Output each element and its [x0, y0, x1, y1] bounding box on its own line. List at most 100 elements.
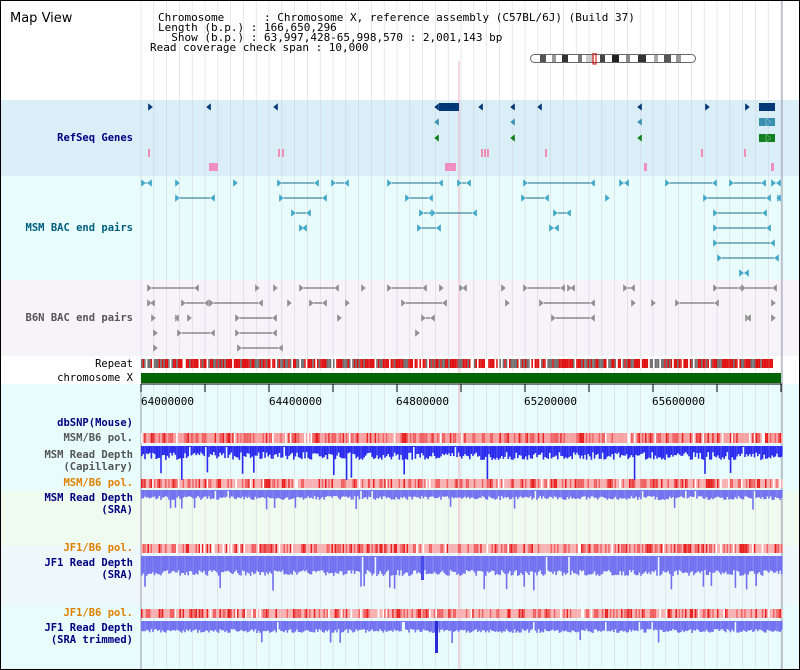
- depth-bar: [265, 621, 268, 632]
- depth-bar: [649, 621, 652, 630]
- polymorphism-cell: [205, 609, 207, 618]
- depth-bar: [446, 556, 449, 576]
- depth-bar: [465, 446, 468, 456]
- repeat-segment: [753, 359, 756, 368]
- polymorphism-cell: [435, 544, 437, 553]
- depth-bar: [757, 490, 759, 498]
- gene-tick: [278, 149, 280, 157]
- polymorphism-cell: [317, 544, 319, 553]
- polymorphism-cell: [763, 433, 765, 443]
- depth-bar: [693, 621, 695, 631]
- polymorphism-cell: [317, 433, 319, 443]
- depth-bar: [477, 490, 479, 499]
- polymorphism-cell: [365, 609, 367, 618]
- depth-bar: [469, 446, 471, 460]
- polymorphism-cell: [333, 433, 335, 443]
- depth-bar: [233, 621, 236, 630]
- polymorphism-cell: [357, 433, 359, 443]
- polymorphism-cell: [745, 479, 748, 488]
- depth-bar: [713, 490, 716, 499]
- repeat-segment: [587, 359, 589, 368]
- depth-bar: [382, 490, 385, 497]
- polymorphism-cell: [509, 544, 511, 553]
- depth-bar: [539, 556, 541, 571]
- depth-bar: [198, 490, 201, 498]
- polymorphism-cell: [638, 544, 641, 553]
- polymorphism-cell: [654, 479, 657, 488]
- depth-bar: [598, 490, 601, 498]
- depth-bar: [745, 490, 748, 497]
- depth-bar: [145, 446, 148, 454]
- depth-bar: [777, 556, 780, 574]
- depth-bar: [185, 490, 188, 498]
- polymorphism-cell: [392, 544, 394, 553]
- polymorphism-cell: [453, 479, 455, 488]
- depth-bar: [334, 621, 337, 631]
- polymorphism-cell: [267, 544, 269, 553]
- polymorphism-cell: [224, 433, 226, 443]
- polymorphism-cell: [734, 479, 737, 488]
- repeat-segment: [366, 359, 369, 368]
- depth-bar: [446, 446, 449, 455]
- depth-bar: [326, 621, 329, 632]
- repeat-segment: [726, 359, 729, 368]
- depth-bar: [400, 446, 402, 455]
- polymorphism-cell: [195, 544, 197, 553]
- polymorphism-cell: [152, 544, 154, 553]
- polymorphism-cell: [509, 479, 511, 488]
- depth-bar: [469, 490, 471, 499]
- depth-bar: [619, 621, 621, 632]
- polymorphism-cell: [683, 544, 685, 553]
- depth-bar: [211, 446, 213, 456]
- depth-bar: [766, 446, 769, 459]
- depth-bar: [641, 621, 644, 630]
- polymorphism-cell: [533, 609, 535, 618]
- polymorphism-cell: [313, 479, 316, 488]
- repeat-segment: [640, 359, 642, 368]
- depth-bar: [219, 446, 221, 453]
- repeat-segment: [449, 359, 452, 368]
- depth-bar: [149, 556, 151, 574]
- polymorphism-cell: [355, 544, 357, 553]
- depth-bar: [715, 490, 717, 498]
- polymorphism-cell: [720, 479, 722, 488]
- polymorphism-cell: [398, 544, 401, 553]
- depth-bar: [381, 446, 383, 460]
- polymorphism-cell: [501, 479, 503, 488]
- depth-bar: [307, 621, 309, 631]
- polymorphism-cell: [733, 544, 735, 553]
- polymorphism-cell: [710, 479, 713, 488]
- chromosome-ideogram[interactable]: [530, 53, 700, 65]
- depth-bar: [609, 556, 612, 573]
- depth-bar: [333, 446, 335, 476]
- repeat-segment: [441, 359, 444, 368]
- depth-bar: [675, 446, 677, 456]
- depth-bar: [448, 621, 450, 632]
- depth-bar: [358, 556, 361, 572]
- polymorphism-cell: [773, 479, 775, 488]
- repeat-segment: [528, 359, 530, 368]
- polymorphism-cell: [752, 479, 754, 488]
- repeat-segment: [299, 359, 301, 368]
- depth-bar: [173, 446, 175, 453]
- bac-end-arrow: [765, 193, 772, 203]
- repeat-segment: [403, 359, 405, 368]
- polymorphism-cell: [534, 479, 537, 488]
- polymorphism-cell: [254, 433, 257, 443]
- depth-bar: [552, 621, 554, 630]
- repeat-segment: [600, 359, 602, 368]
- depth-bar: [747, 490, 749, 498]
- repeat-segment: [657, 359, 660, 368]
- depth-bar: [217, 446, 220, 457]
- repeat-segment: [297, 359, 300, 368]
- depth-bar: [717, 556, 719, 571]
- polymorphism-cell: [366, 433, 369, 443]
- polymorphism-cell: [337, 544, 340, 553]
- depth-bar: [728, 621, 730, 631]
- depth-bar: [395, 556, 397, 575]
- polymorphism-cell: [206, 433, 209, 443]
- polymorphism-cell: [502, 433, 505, 443]
- polymorphism-cell: [675, 609, 677, 618]
- repeat-segment: [765, 359, 767, 368]
- depth-bar: [195, 490, 197, 498]
